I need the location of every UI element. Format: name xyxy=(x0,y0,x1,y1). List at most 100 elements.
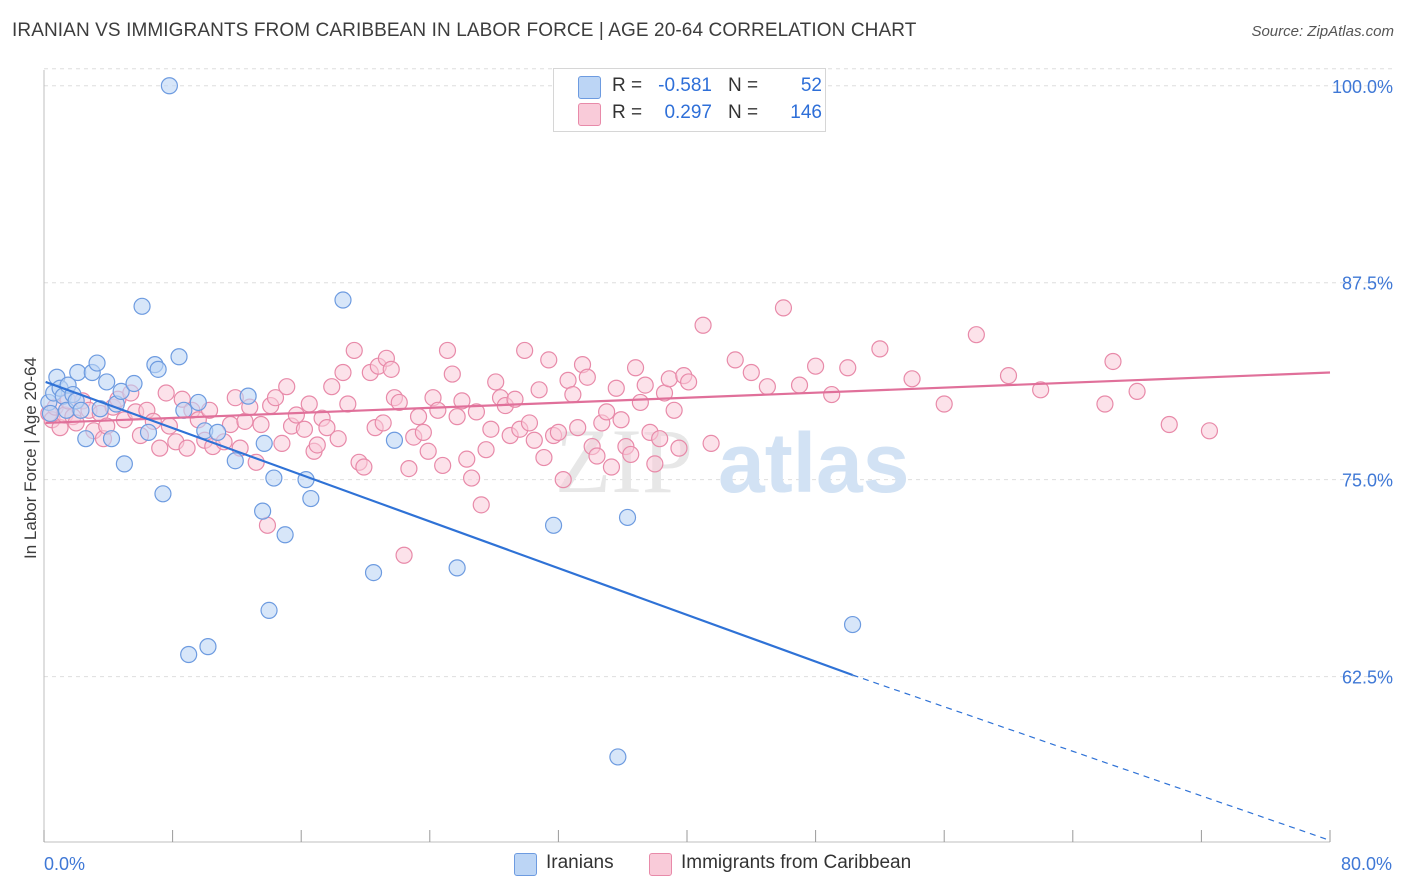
caribbean-point xyxy=(438,341,457,360)
caribbean-point xyxy=(520,414,539,432)
y-tick-label: 87.5% xyxy=(1342,274,1393,294)
iranian-point xyxy=(170,348,188,366)
iranian-point xyxy=(139,423,158,441)
caribbean-point xyxy=(355,458,373,476)
caribbean-point xyxy=(400,460,418,478)
caribbean-point xyxy=(540,351,558,369)
iranian-trend-extension xyxy=(852,674,1331,841)
iranian-point xyxy=(609,748,627,766)
caribbean-point xyxy=(631,393,649,412)
caribbean-point xyxy=(308,436,326,454)
n-label: N = xyxy=(728,75,759,96)
caribbean-point xyxy=(774,299,793,317)
caribbean-point xyxy=(467,403,486,421)
iranian-point xyxy=(175,401,193,419)
caribbean-point xyxy=(554,471,572,489)
caribbean-legend-swatch xyxy=(649,853,672,876)
caribbean-point xyxy=(487,373,505,391)
caribbean-point xyxy=(395,546,413,564)
iranian-point xyxy=(302,489,320,508)
iranian-point xyxy=(160,77,178,95)
caribbean-point xyxy=(458,450,476,468)
caribbean-point xyxy=(345,341,363,360)
caribbean-point xyxy=(462,469,481,487)
iranian-point xyxy=(133,297,151,315)
caribbean-point xyxy=(651,430,669,448)
caribbean-point xyxy=(636,376,654,394)
caribbean-point xyxy=(559,371,577,389)
caribbean-point xyxy=(999,367,1018,385)
iranian-point xyxy=(239,387,257,405)
caribbean-point xyxy=(1096,395,1114,413)
iranian-trend-line xyxy=(45,380,853,677)
iranian-point xyxy=(334,291,352,309)
caribbean-point xyxy=(758,378,776,396)
caribbean-point xyxy=(477,441,495,459)
caribbean-point xyxy=(702,434,720,452)
r-value: 0.297 xyxy=(664,102,712,123)
caribbean-point xyxy=(329,430,347,448)
x-tick-label: 0.0% xyxy=(44,854,85,874)
iranian-point xyxy=(88,354,106,372)
caribbean-point xyxy=(569,419,587,437)
caribbean-point xyxy=(482,420,500,438)
caribbean-point xyxy=(1160,415,1178,434)
iranian-point xyxy=(69,363,87,382)
caribbean-point xyxy=(516,341,534,360)
grid-lines xyxy=(44,68,1392,678)
caribbean-point xyxy=(903,370,921,388)
legend-label-caribbean: Immigrants from Caribbean xyxy=(681,852,912,873)
caribbean-point xyxy=(680,373,698,391)
caribbean-point xyxy=(318,419,336,437)
iranian-point xyxy=(448,559,466,577)
caribbean-point xyxy=(434,456,452,475)
iranian-point xyxy=(125,374,143,393)
caribbean-point xyxy=(374,414,392,432)
caribbean-point xyxy=(564,385,582,404)
iranian-point xyxy=(180,645,198,664)
iranians-legend-swatch xyxy=(514,853,537,876)
caribbean-point xyxy=(607,379,625,397)
caribbean-point xyxy=(273,434,291,452)
iranians-swatch xyxy=(578,76,601,99)
iranian-point xyxy=(77,430,95,448)
caribbean-point xyxy=(258,516,277,534)
caribbean-point xyxy=(967,326,985,344)
caribbean-swatch xyxy=(578,103,601,126)
n-value: 146 xyxy=(790,102,822,123)
caribbean-point xyxy=(443,365,461,383)
caribbean-point xyxy=(622,445,640,464)
iranian-point xyxy=(102,430,121,448)
caribbean-point xyxy=(390,393,408,412)
caribbean-point xyxy=(588,447,606,465)
caribbean-point xyxy=(530,381,548,399)
y-tick-label: 62.5% xyxy=(1342,668,1393,688)
caribbean-point xyxy=(670,439,688,457)
y-axis-label: In Labor Force | Age 20-64 xyxy=(21,357,40,559)
iranian-point xyxy=(254,502,272,520)
n-label: N = xyxy=(728,102,759,123)
caribbean-point xyxy=(252,415,270,434)
r-label: R = xyxy=(612,75,643,96)
caribbean-point xyxy=(448,408,466,426)
caribbean-point xyxy=(323,378,341,396)
caribbean-point xyxy=(334,363,352,382)
caribbean-point xyxy=(665,401,683,419)
iranian-points xyxy=(40,77,862,766)
iranian-point xyxy=(364,563,383,582)
iranian-point xyxy=(843,615,862,634)
iranian-point xyxy=(385,431,404,449)
caribbean-point xyxy=(339,395,357,413)
caribbean-point xyxy=(1200,422,1219,440)
caribbean-point xyxy=(287,406,305,424)
caribbean-trend-line xyxy=(45,371,1331,425)
caribbean-point xyxy=(935,395,953,413)
iranian-point xyxy=(265,469,283,487)
chart-title: IRANIAN VS IMMIGRANTS FROM CARIBBEAN IN … xyxy=(12,20,917,41)
caribbean-point xyxy=(871,340,889,358)
caribbean-point xyxy=(419,442,437,460)
caribbean-point xyxy=(1032,381,1050,399)
caribbean-point xyxy=(549,423,568,441)
caribbean-point xyxy=(429,401,447,419)
